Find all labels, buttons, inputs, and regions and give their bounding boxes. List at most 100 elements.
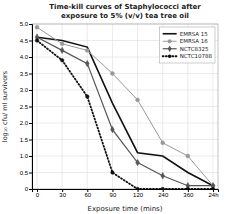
grid-line-y <box>32 106 218 107</box>
legend-label: NCTC10788 <box>180 53 213 59</box>
x-tick-label: 90 <box>110 192 117 198</box>
x-tick-label: 0 <box>36 192 40 198</box>
y-tick: 1.5 <box>20 137 32 143</box>
series-marker <box>60 42 64 46</box>
x-tick: 0 <box>36 189 40 198</box>
legend-box <box>160 27 215 63</box>
y-tick-label: 3.0 <box>20 87 29 93</box>
y-tick-label: 0.5 <box>20 170 29 176</box>
series-marker <box>136 159 140 165</box>
x-tick: 90 <box>110 189 117 198</box>
x-axis-title: Exposure time (mins) <box>88 205 163 213</box>
legend: EMRSA 15EMRSA 16 NCTC8325NCTC10788 <box>160 27 215 63</box>
y-tick-mark <box>29 57 32 58</box>
series-marker <box>86 95 90 99</box>
legend-label: NCTC8325 <box>180 46 209 52</box>
y-tick-mark <box>29 74 32 75</box>
legend-item: NCTC10788 <box>163 53 213 59</box>
grid-line-y <box>32 156 218 157</box>
series-marker <box>111 126 115 132</box>
series-group <box>35 25 215 189</box>
legend-marker <box>168 46 172 52</box>
y-tick: 2.5 <box>20 104 32 110</box>
y-tick-mark <box>29 107 32 108</box>
grid-line-y <box>32 90 218 91</box>
x-tick: 120 <box>133 189 144 198</box>
y-tick-mark <box>29 90 32 91</box>
legend-label: EMRSA 16 <box>180 38 209 44</box>
y-tick-label: 2.0 <box>20 120 29 126</box>
series-marker <box>111 171 115 175</box>
y-axis: 0 0.5 1.0 1.5 2.0 2.5 3.0 3.5 4.0 4.5 5.0 <box>20 21 33 192</box>
y-tick-label: 1.0 <box>20 153 29 159</box>
grid <box>32 24 218 189</box>
y-tick: 5.0 <box>20 21 32 27</box>
y-tick-label: 4.0 <box>20 54 29 60</box>
x-tick: 30 <box>59 189 66 198</box>
y-tick-mark <box>29 189 32 190</box>
y-axis-title: log₁₀ cfu/ ml survivors <box>1 70 9 142</box>
y-tick: 1.0 <box>20 153 32 159</box>
legend-item: EMRSA 15 <box>163 31 209 37</box>
y-tick-label: 3.5 <box>20 71 29 77</box>
y-tick-mark <box>29 123 32 124</box>
y-tick: 4.0 <box>20 54 32 60</box>
legend-item: EMRSA 16 <box>163 38 209 44</box>
x-tick: 60 <box>84 189 91 198</box>
y-tick: 0.5 <box>20 170 32 176</box>
grid-line-y <box>32 123 218 124</box>
series-marker <box>211 187 215 189</box>
series-marker <box>161 187 165 189</box>
series-line <box>37 27 213 185</box>
legend-swatch <box>163 55 177 57</box>
y-tick-mark <box>29 41 32 42</box>
x-tick-label: 360 <box>183 192 194 198</box>
series-marker <box>110 72 114 76</box>
x-tick-label: 240 <box>158 192 169 198</box>
x-tick-label: 60 <box>84 192 91 198</box>
series-marker <box>60 59 64 63</box>
chart: 0 30 60 90 120 240 360 24h 0 0.5 1.0 1.5 2.0 2.5 3.0 3.… <box>0 0 225 214</box>
x-tick-label: 120 <box>133 192 144 198</box>
series-marker <box>60 47 64 53</box>
x-tick-label: 30 <box>59 192 66 198</box>
plot-frame <box>32 24 218 189</box>
series-marker <box>161 173 165 179</box>
series <box>35 34 215 189</box>
grid-line-x <box>112 24 113 189</box>
y-tick-mark <box>29 156 32 157</box>
y-tick: 2.0 <box>20 120 32 126</box>
grid-line-x <box>37 24 38 189</box>
x-tick-label: 24h <box>208 192 218 198</box>
y-tick-mark <box>29 140 32 141</box>
title: Time-kill curves of Staphylococci aftere… <box>49 3 201 20</box>
series <box>35 25 215 187</box>
series-marker <box>136 187 140 189</box>
x-tick: 360 <box>183 189 194 198</box>
legend-swatch <box>163 33 177 35</box>
legend-item: NCTC8325 <box>163 46 209 52</box>
series-marker <box>186 187 190 189</box>
series-marker <box>85 48 89 52</box>
y-tick-label: 5.0 <box>20 21 29 27</box>
y-tick: 4.5 <box>20 38 32 44</box>
y-tick-mark <box>29 24 32 25</box>
series-marker <box>85 60 89 66</box>
legend-label: EMRSA 15 <box>180 31 209 37</box>
y-tick-mark <box>29 173 32 174</box>
series-marker <box>35 25 39 29</box>
grid-line-y <box>32 73 218 74</box>
x-axis: 0 30 60 90 120 240 360 24h <box>33 189 219 198</box>
series-marker <box>186 154 190 158</box>
series-marker <box>161 141 165 145</box>
legend-marker <box>168 54 172 58</box>
x-tick: 24h <box>208 189 218 198</box>
y-tick-label: 4.5 <box>20 38 29 44</box>
y-tick: 0 <box>25 186 32 192</box>
y-tick: 3.0 <box>20 87 32 93</box>
y-axis-line <box>29 25 33 190</box>
y-tick-label: 0 <box>25 186 29 192</box>
y-tick-label: 2.5 <box>20 104 29 110</box>
legend-marker <box>168 39 172 43</box>
y-tick: 3.5 <box>20 71 32 77</box>
